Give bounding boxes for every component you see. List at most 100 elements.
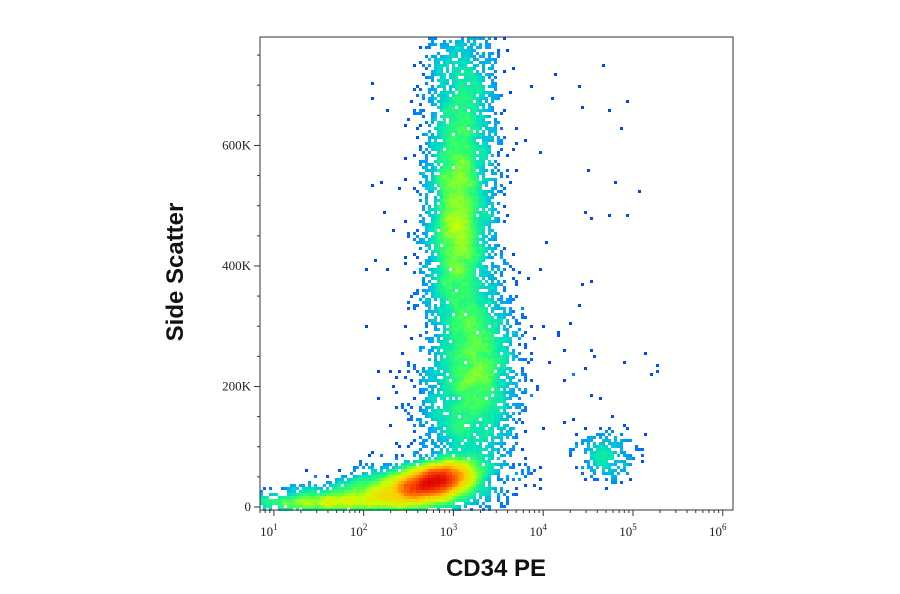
scatter-point bbox=[452, 94, 455, 97]
scatter-point bbox=[440, 286, 443, 289]
scatter-point bbox=[452, 46, 455, 49]
scatter-point bbox=[467, 160, 470, 163]
scatter-point bbox=[488, 334, 491, 337]
scatter-point bbox=[440, 439, 443, 442]
scatter-point bbox=[437, 418, 440, 421]
scatter-point bbox=[494, 406, 497, 409]
scatter-point bbox=[470, 349, 473, 352]
scatter-point bbox=[596, 451, 599, 454]
scatter-point bbox=[404, 475, 407, 478]
scatter-point bbox=[329, 505, 332, 508]
scatter-point bbox=[644, 433, 647, 436]
scatter-point bbox=[278, 502, 281, 505]
scatter-point bbox=[443, 247, 446, 250]
scatter-point bbox=[491, 352, 494, 355]
scatter-point bbox=[473, 388, 476, 391]
scatter-point bbox=[419, 193, 422, 196]
scatter-point bbox=[485, 493, 488, 496]
scatter-point bbox=[464, 178, 467, 181]
scatter-point bbox=[413, 481, 416, 484]
scatter-point bbox=[500, 355, 503, 358]
scatter-point bbox=[455, 139, 458, 142]
scatter-point bbox=[446, 454, 449, 457]
scatter-point bbox=[461, 235, 464, 238]
scatter-point bbox=[434, 466, 437, 469]
scatter-point bbox=[485, 430, 488, 433]
scatter-point bbox=[437, 313, 440, 316]
scatter-point bbox=[431, 340, 434, 343]
scatter-point bbox=[461, 163, 464, 166]
scatter-point bbox=[482, 361, 485, 364]
scatter-point bbox=[449, 226, 452, 229]
scatter-point bbox=[467, 481, 470, 484]
scatter-point bbox=[449, 442, 452, 445]
scatter-point bbox=[488, 76, 491, 79]
scatter-point bbox=[308, 490, 311, 493]
scatter-point bbox=[425, 304, 428, 307]
scatter-point bbox=[434, 493, 437, 496]
scatter-point bbox=[407, 484, 410, 487]
scatter-point bbox=[464, 85, 467, 88]
scatter-point bbox=[311, 490, 314, 493]
scatter-point bbox=[455, 430, 458, 433]
scatter-point bbox=[479, 73, 482, 76]
scatter-point bbox=[431, 472, 434, 475]
scatter-point bbox=[476, 205, 479, 208]
scatter-point bbox=[458, 460, 461, 463]
scatter-point bbox=[416, 493, 419, 496]
scatter-point bbox=[461, 499, 464, 502]
scatter-point bbox=[470, 43, 473, 46]
scatter-point bbox=[407, 364, 410, 367]
scatter-point bbox=[587, 466, 590, 469]
scatter-point bbox=[611, 472, 614, 475]
scatter-point bbox=[416, 490, 419, 493]
scatter-point bbox=[434, 73, 437, 76]
scatter-point bbox=[449, 52, 452, 55]
scatter-point bbox=[506, 397, 509, 400]
scatter-point bbox=[275, 499, 278, 502]
scatter-point bbox=[467, 436, 470, 439]
scatter-point bbox=[449, 103, 452, 106]
scatter-point bbox=[494, 322, 497, 325]
scatter-point bbox=[296, 493, 299, 496]
scatter-point bbox=[434, 196, 437, 199]
scatter-point bbox=[602, 469, 605, 472]
scatter-point bbox=[497, 388, 500, 391]
scatter-point bbox=[407, 487, 410, 490]
scatter-point bbox=[449, 211, 452, 214]
scatter-point bbox=[434, 244, 437, 247]
scatter-point bbox=[452, 256, 455, 259]
scatter-point bbox=[464, 67, 467, 70]
scatter-point bbox=[479, 469, 482, 472]
scatter-point bbox=[467, 79, 470, 82]
scatter-point bbox=[446, 283, 449, 286]
scatter-point bbox=[623, 361, 626, 364]
scatter-point bbox=[515, 283, 518, 286]
scatter-point bbox=[461, 418, 464, 421]
scatter-point bbox=[452, 499, 455, 502]
scatter-point bbox=[464, 388, 467, 391]
scatter-point bbox=[455, 310, 458, 313]
scatter-point bbox=[491, 193, 494, 196]
scatter-point bbox=[464, 127, 467, 130]
scatter-point bbox=[437, 367, 440, 370]
scatter-point bbox=[485, 124, 488, 127]
scatter-point bbox=[473, 361, 476, 364]
scatter-point bbox=[455, 160, 458, 163]
scatter-point bbox=[443, 256, 446, 259]
scatter-point bbox=[512, 493, 515, 496]
scatter-point bbox=[485, 424, 488, 427]
scatter-point bbox=[422, 403, 425, 406]
scatter-point bbox=[422, 499, 425, 502]
scatter-point bbox=[626, 472, 629, 475]
scatter-point bbox=[455, 457, 458, 460]
scatter-point bbox=[455, 463, 458, 466]
scatter-point bbox=[464, 259, 467, 262]
scatter-point bbox=[608, 457, 611, 460]
scatter-point bbox=[470, 157, 473, 160]
scatter-point bbox=[464, 502, 467, 505]
scatter-point bbox=[425, 142, 428, 145]
scatter-point bbox=[443, 112, 446, 115]
scatter-point bbox=[449, 250, 452, 253]
scatter-point bbox=[419, 421, 422, 424]
